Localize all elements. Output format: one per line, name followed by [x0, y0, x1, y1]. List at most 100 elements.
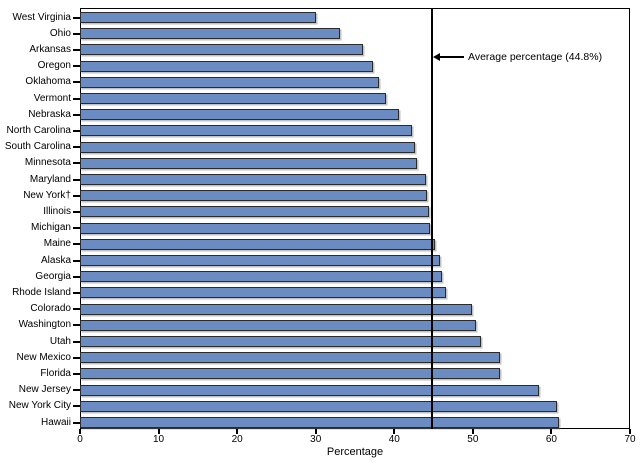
- y-axis-label: Ohio: [49, 27, 71, 39]
- bar-new-york-: [80, 190, 428, 202]
- bar-washington: [80, 319, 476, 331]
- y-tick-mark: [73, 97, 80, 100]
- y-tick-mark: [73, 243, 80, 246]
- bar-nebraska: [80, 109, 399, 121]
- y-axis-label: Colorado: [30, 303, 71, 315]
- bar-hawaii: [80, 417, 559, 428]
- bar-utah: [80, 336, 481, 347]
- y-axis-label: Minnesota: [24, 157, 71, 169]
- x-tick-mark: [393, 429, 396, 434]
- x-tick-mark: [471, 429, 474, 434]
- bar-new-mexico: [80, 352, 500, 364]
- y-tick-mark: [73, 210, 80, 213]
- x-axis-title: Percentage: [326, 446, 384, 458]
- bar-georgia: [80, 271, 443, 283]
- y-tick-mark: [73, 178, 80, 181]
- y-tick-mark: [73, 405, 80, 408]
- x-tick-mark: [550, 429, 553, 434]
- bar-north-carolina: [80, 125, 413, 137]
- y-tick-mark: [73, 324, 80, 327]
- x-tick-label: 60: [545, 434, 557, 445]
- y-tick-mark: [73, 81, 80, 84]
- y-axis-label: Maryland: [29, 173, 71, 185]
- y-tick-mark: [73, 194, 80, 197]
- y-axis-label: Michigan: [30, 222, 71, 234]
- x-tick-mark: [236, 429, 239, 434]
- bar-new-jersey: [80, 384, 539, 396]
- bar-minnesota: [80, 157, 418, 169]
- y-tick-mark: [73, 356, 80, 359]
- y-tick-mark: [73, 113, 80, 116]
- y-axis-label: New York City: [8, 400, 71, 412]
- y-axis-label: Washington: [18, 319, 71, 331]
- x-tick-mark: [629, 429, 631, 434]
- y-axis-label: Hawaii: [40, 416, 71, 428]
- bar-michigan: [80, 222, 431, 234]
- bar-maine: [80, 238, 436, 250]
- x-tick-mark: [157, 429, 160, 434]
- average-reference-line: [431, 8, 433, 429]
- y-tick-mark: [73, 291, 80, 294]
- x-tick-label: 50: [467, 434, 479, 445]
- y-axis-label: Oklahoma: [25, 76, 71, 88]
- y-axis-label: Georgia: [35, 270, 71, 282]
- y-tick-mark: [73, 16, 80, 19]
- y-axis-label: South Carolina: [4, 141, 71, 153]
- y-axis-label: Florida: [40, 367, 71, 379]
- y-tick-mark: [73, 275, 80, 278]
- y-axis-label: Illinois: [43, 205, 71, 217]
- bar-vermont: [80, 93, 387, 104]
- y-tick-mark: [73, 65, 80, 68]
- y-tick-mark: [73, 162, 80, 165]
- y-tick-mark: [73, 227, 80, 230]
- bar-ohio: [80, 28, 341, 40]
- y-axis-label: New Mexico: [16, 351, 71, 363]
- bar-west-virginia: [80, 12, 316, 23]
- y-axis-label: Rhode Island: [12, 286, 71, 298]
- y-axis-label: West Virginia: [12, 11, 71, 23]
- arrow-shaft: [439, 56, 464, 58]
- bar-oregon: [80, 60, 374, 72]
- y-axis-label: Oregon: [37, 60, 71, 72]
- y-tick-mark: [73, 146, 80, 149]
- y-axis-label: Vermont: [33, 92, 71, 104]
- x-tick-mark: [79, 429, 81, 434]
- bar-colorado: [80, 303, 473, 315]
- x-tick-label: 30: [310, 434, 322, 445]
- bar-oklahoma: [80, 76, 379, 88]
- y-axis-label: Alaska: [40, 254, 71, 266]
- x-tick-mark: [314, 429, 317, 434]
- y-tick-mark: [73, 32, 80, 35]
- bar-illinois: [80, 206, 429, 218]
- bar-florida: [80, 368, 501, 380]
- left-arrow-icon: [433, 53, 440, 61]
- y-axis-label: Maine: [43, 238, 71, 250]
- y-tick-mark: [73, 48, 80, 51]
- y-tick-mark: [73, 372, 80, 375]
- y-axis-label: North Carolina: [6, 124, 71, 136]
- bar-alaska: [80, 255, 440, 266]
- y-tick-mark: [73, 129, 80, 132]
- average-annotation: Average percentage (44.8%): [468, 51, 603, 63]
- y-tick-mark: [73, 421, 80, 424]
- x-tick-label: 20: [231, 434, 243, 445]
- y-axis-label: Utah: [49, 335, 71, 347]
- y-tick-mark: [73, 259, 80, 262]
- x-tick-label: 40: [388, 434, 400, 445]
- y-tick-mark: [73, 389, 80, 392]
- bar-south-carolina: [80, 141, 415, 153]
- x-tick-label: 10: [153, 434, 165, 445]
- y-axis-label: New Jersey: [18, 384, 71, 396]
- bar-arkansas: [80, 44, 363, 56]
- plot-frame: [80, 8, 630, 429]
- bar-maryland: [80, 174, 426, 185]
- y-tick-mark: [73, 308, 80, 311]
- bar-rhode-island: [80, 287, 447, 299]
- y-axis-label: Arkansas: [29, 43, 71, 55]
- y-axis-label: Nebraska: [28, 108, 71, 120]
- x-tick-label: 0: [77, 434, 83, 445]
- y-tick-mark: [73, 340, 80, 343]
- bar-new-york-city: [80, 400, 557, 412]
- x-tick-label: 70: [624, 434, 636, 445]
